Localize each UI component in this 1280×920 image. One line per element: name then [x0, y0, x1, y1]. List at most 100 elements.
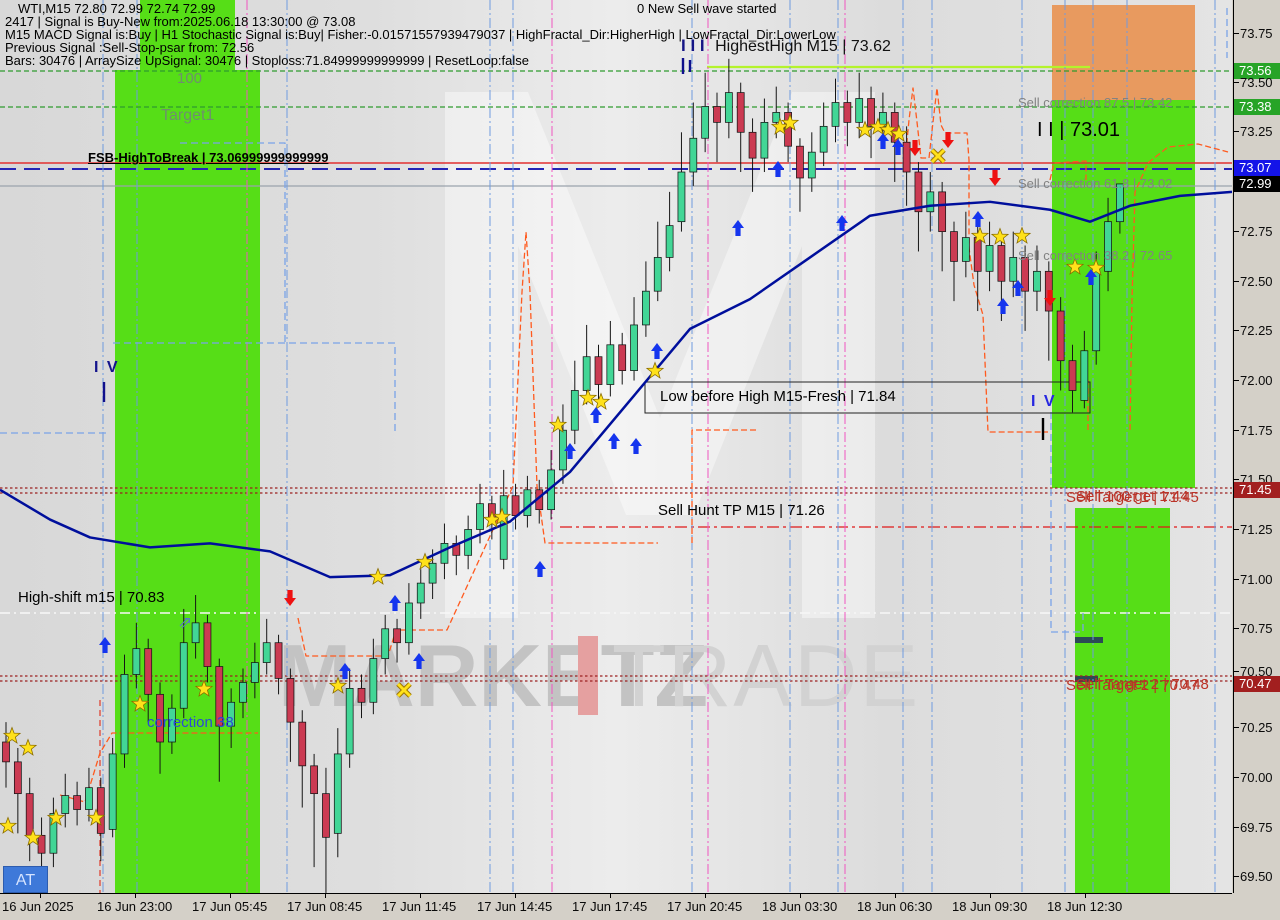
time-tick — [1085, 894, 1086, 898]
price-tick-label: 71.75 — [1240, 423, 1273, 438]
candle-body — [428, 562, 437, 584]
price-tick-label: 72.00 — [1240, 373, 1273, 388]
star-signal-icon — [23, 828, 43, 846]
star-signal-icon — [770, 117, 790, 135]
star-signal-icon — [645, 361, 665, 379]
candle-body — [262, 642, 271, 663]
time-tick — [800, 894, 801, 898]
candle-body — [61, 795, 70, 814]
star-signal-icon — [2, 726, 22, 744]
candle-body — [736, 92, 745, 133]
watermark-bar — [578, 636, 598, 715]
price-tick-label: 70.75 — [1240, 621, 1273, 636]
price-tick-label: 70.00 — [1240, 770, 1273, 785]
autotrade-button[interactable]: AT — [3, 866, 48, 893]
price-tick-label: 71.00 — [1240, 572, 1273, 587]
candle-body — [73, 795, 81, 810]
sell-hunt-label: Sell Hunt TP M15 | 71.26 — [658, 502, 825, 519]
buy-arrow-icon — [99, 637, 111, 653]
buy-arrow-icon — [1085, 269, 1097, 285]
high-shift-label: High-shift m15 | 70.83 — [18, 589, 165, 606]
price-tick-label: 73.25 — [1240, 124, 1273, 139]
candle-body — [1104, 221, 1112, 272]
candle-body — [393, 628, 401, 644]
wave-four-left: I V — [94, 359, 120, 376]
star-signal-icon — [548, 415, 568, 433]
candle-body — [642, 290, 650, 326]
candle-body — [594, 356, 603, 385]
star-signal-icon — [1012, 226, 1032, 244]
time-tick — [990, 894, 991, 898]
candle-body — [25, 793, 34, 836]
buy-arrow-icon — [972, 211, 984, 227]
moving-average-line — [0, 190, 1232, 579]
star-signal-icon — [889, 124, 909, 142]
sell-correction-87: Sell correction 87.5 | 73.42 — [1018, 95, 1173, 110]
price-scale[interactable]: 73.75 73.56 73.50 73.38 73.25 73.07 72.99 72.75… — [1233, 0, 1280, 893]
candle-body — [855, 98, 864, 123]
sell-target-2-group: Sell Target 2 | 70.47 Sell Target 2 | 70… — [1066, 676, 1236, 694]
time-label: 17 Jun 14:45 — [477, 899, 553, 914]
star-signal-icon — [1065, 257, 1085, 275]
price-marker-73.38: 73.38 — [1234, 99, 1280, 115]
candle-body — [677, 171, 686, 223]
candle-body — [85, 787, 93, 810]
candle-body — [416, 582, 425, 604]
time-label: 17 Jun 11:45 — [382, 899, 457, 914]
psar-line — [691, 429, 758, 543]
candle-body — [748, 131, 757, 159]
blue-dash-channel — [1050, 412, 1084, 633]
sell-correction-61: Sell correction 61.8 | 73.02 — [1018, 176, 1173, 191]
orange-zone — [1052, 5, 1195, 100]
candle-body — [914, 171, 923, 213]
candle-body — [203, 622, 212, 667]
candle-body — [523, 489, 532, 516]
price-tick-label: 71.25 — [1240, 522, 1273, 537]
buy-arrow-icon — [772, 161, 784, 177]
candle-body — [239, 682, 247, 703]
buy-arrow-icon — [1012, 280, 1024, 296]
highest-high-label: HighestHigh M15 | 73.62 — [715, 38, 891, 55]
teal-bar — [1075, 637, 1103, 643]
blue-dash-channel — [180, 142, 286, 343]
sell-target-1-group: Sell Target 1 | 71.45 Sell 100 get 1.44 — [1066, 488, 1236, 506]
price-tick-label: 70.50 — [1240, 664, 1273, 679]
sell-arrow-icon — [284, 590, 296, 606]
fsb-high-to-break-label: FSB-HighToBreak | 73.06999999999999 — [88, 150, 329, 165]
candle-body — [618, 344, 627, 371]
buy-arrow-icon — [339, 663, 351, 679]
candle-body — [49, 813, 58, 854]
candle-body — [369, 658, 378, 703]
candle-body — [357, 688, 366, 703]
candle-body — [772, 112, 781, 123]
candle-body — [37, 834, 46, 854]
price-tick-dash — [1234, 827, 1239, 828]
time-tick — [895, 894, 896, 898]
time-tick — [420, 894, 421, 898]
price-tick-dash — [1234, 380, 1239, 381]
price-marker-73.56: 73.56 — [1234, 63, 1280, 79]
wave-three-marks: I I I — [681, 36, 705, 55]
star-signal-icon — [0, 816, 18, 834]
cross-icon — [930, 148, 946, 164]
chart-plot-area[interactable]: MARKETZ TRADE ⇗ WTI,M15 72.80 72.99 72.74 … — [0, 0, 1232, 894]
time-axis[interactable]: 16 Jun 2025 16 Jun 23:00 17 Jun 05:45 17 Ju… — [0, 894, 1280, 920]
price-tick-dash — [1234, 430, 1239, 431]
price-tick-label: 72.25 — [1240, 323, 1273, 338]
time-tick — [515, 894, 516, 898]
price-marker-70.47: 70.47 — [1234, 676, 1280, 692]
time-label: 17 Jun 20:45 — [667, 899, 743, 914]
candle-body — [1033, 270, 1041, 292]
price-marker-72.99: 72.99 — [1234, 176, 1280, 192]
psar-line — [1049, 160, 1087, 181]
sell-target-1-label: Sell Target 1 | 71.45 — [1066, 489, 1199, 506]
candle-body — [950, 231, 958, 262]
time-tick — [610, 894, 611, 898]
star-signal-icon — [18, 738, 38, 756]
buy-arrow-icon — [590, 407, 602, 423]
time-label: 18 Jun 09:30 — [952, 899, 1028, 914]
price-tick-dash — [1234, 131, 1239, 132]
low-before-high-label: Low before High M15-Fresh | 71.84 — [660, 388, 896, 405]
star-signal-icon — [86, 808, 106, 826]
